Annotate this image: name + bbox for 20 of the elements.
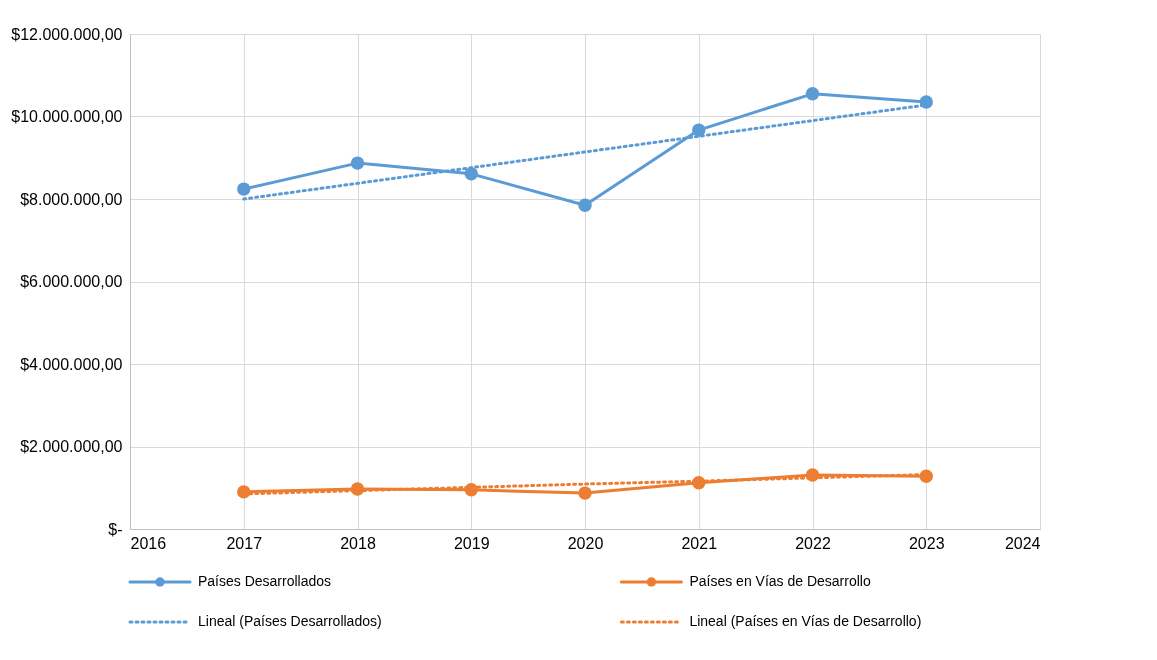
y-tick-label: $2.000.000,00 <box>20 438 123 455</box>
legend-label: Países Desarrollados <box>198 573 332 589</box>
y-tick-label: $12.000.000,00 <box>11 25 123 43</box>
y-tick-label: $6.000.000,00 <box>20 273 123 290</box>
x-tick-label: 2024 <box>1004 534 1041 552</box>
x-tick-label: 2019 <box>453 534 490 552</box>
legend-label: Lineal (Países en Vías de Desarrollo) <box>689 613 922 629</box>
x-tick-label: 2021 <box>681 534 718 552</box>
y-tick-label: $8.000.000,00 <box>20 190 123 208</box>
legend-label: Lineal (Países Desarrollados) <box>198 613 382 629</box>
x-tick-label: 2017 <box>226 534 263 552</box>
legend-label: Países en Vías de Desarrollo <box>689 573 871 589</box>
x-tick-label: 2022 <box>795 534 831 552</box>
y-tick-label: $- <box>108 520 123 538</box>
y-tick-label: $4.000.000,00 <box>20 355 123 373</box>
y-tick-label: $10.000.000,00 <box>11 108 123 125</box>
x-tick-label: 2020 <box>567 534 604 552</box>
x-tick-label: 2016 <box>130 534 167 552</box>
x-tick-label: 2023 <box>908 534 945 552</box>
x-tick-label: 2018 <box>340 534 376 552</box>
